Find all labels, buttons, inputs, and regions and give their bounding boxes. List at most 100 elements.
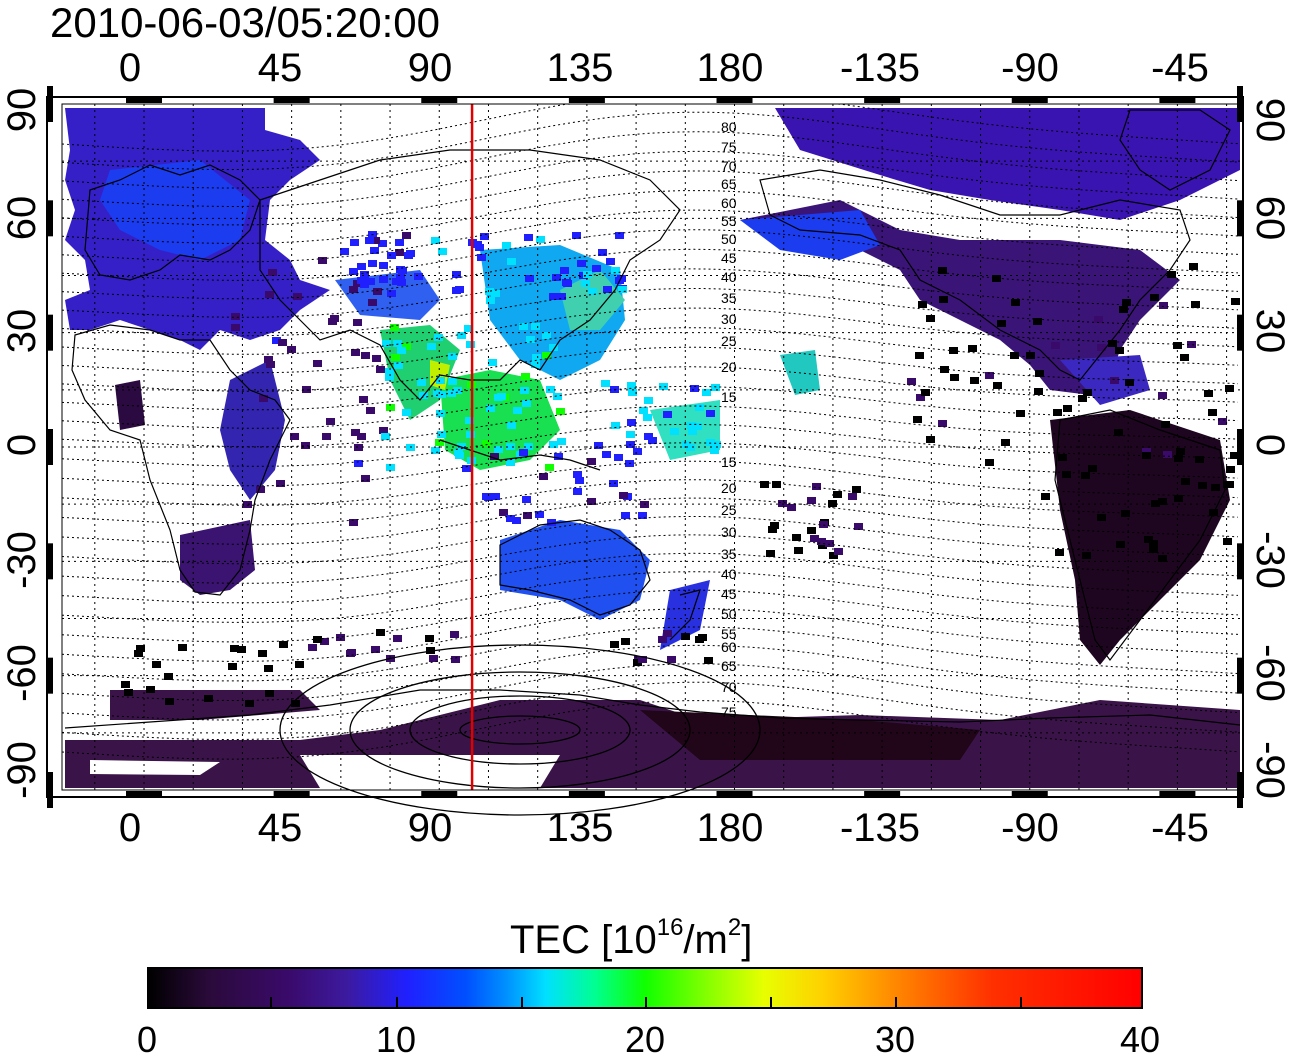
contour-label: 60 — [721, 639, 737, 655]
frame-tick-mark — [1159, 791, 1196, 797]
lon-tick-top: 0 — [118, 46, 142, 90]
frame-tick-mark — [47, 314, 53, 351]
contour-label: 70 — [721, 679, 737, 695]
tec-pixel — [1226, 466, 1235, 473]
tec-pixel — [431, 447, 440, 454]
tec-pixel — [970, 377, 979, 384]
tec-pixel — [993, 382, 1002, 389]
tec-pixel — [386, 404, 395, 411]
tec-pixel — [833, 491, 842, 498]
tec-pixel — [466, 341, 475, 348]
frame-tick-mark — [716, 97, 753, 103]
tec-pixel — [360, 281, 369, 288]
tec-pixel — [302, 386, 311, 393]
tec-pixel — [231, 313, 240, 320]
colorbar-tick-label: 0 — [136, 1019, 158, 1060]
tec-pixel — [812, 483, 821, 490]
tec-pixel — [326, 418, 335, 425]
tec-pixel — [663, 411, 672, 418]
caribbean-tec — [1060, 355, 1150, 405]
tec-pixel — [395, 239, 404, 246]
tec-pixel — [359, 396, 368, 403]
tec-pixel — [520, 387, 529, 394]
tec-pixel — [549, 344, 558, 351]
tec-pixel — [619, 492, 628, 499]
tec-pixel — [609, 480, 618, 487]
tec-pixel — [1097, 344, 1106, 351]
frame-tick-mark — [47, 429, 53, 465]
tec-pixel — [121, 681, 130, 688]
africa-south-tec — [180, 520, 255, 595]
contour-label: 30 — [721, 311, 737, 327]
tec-pixel — [506, 515, 515, 522]
tec-pixel — [457, 332, 466, 339]
tec-pixel — [378, 240, 387, 247]
magnetic-latitude-contour — [61, 423, 1239, 467]
tec-pixel — [760, 481, 769, 488]
tec-pixel — [525, 275, 534, 282]
colorbar-tick-label: 30 — [874, 1019, 916, 1060]
tec-pixel — [557, 438, 566, 445]
tec-pixel — [536, 236, 545, 243]
contour-label: 50 — [721, 606, 737, 622]
contour-label: 40 — [721, 566, 737, 582]
tec-pixel — [507, 422, 516, 429]
tec-pixel — [1174, 495, 1183, 502]
tec-pixel — [1035, 370, 1044, 377]
tec-pixel — [357, 433, 366, 440]
contour-label: 30 — [721, 524, 737, 540]
tec-pixel — [907, 378, 916, 385]
tec-pixel — [313, 360, 322, 367]
tec-pixel — [1223, 538, 1232, 545]
tec-pixel — [601, 380, 610, 387]
tec-pixel — [450, 631, 459, 638]
frame-tick-mark — [1237, 772, 1243, 808]
tec-pixel — [386, 464, 395, 471]
tec-pixel — [706, 410, 715, 417]
tec-pixel — [1159, 302, 1168, 309]
tec-pixel — [368, 299, 377, 306]
tec-pixel — [322, 433, 331, 440]
tec-pixel — [272, 337, 281, 344]
tec-pixel — [293, 293, 302, 300]
tec-pixel — [1149, 546, 1158, 553]
tec-pixel — [152, 661, 161, 668]
tec-pixel — [265, 690, 274, 697]
frame-tick-mark — [1237, 86, 1243, 122]
auroral-contour — [459, 715, 581, 745]
magnetic-latitude-contour — [61, 288, 1239, 337]
tec-pixel — [1161, 421, 1170, 428]
auroral-contour — [409, 695, 631, 765]
tec-pixel — [643, 414, 652, 421]
tec-pixel — [462, 465, 471, 472]
tec-pixel — [702, 389, 711, 396]
tec-pixel — [787, 504, 796, 511]
tec-pixel — [397, 279, 406, 286]
tec-pixel — [485, 288, 494, 295]
magnetic-latitude-contour — [61, 626, 1239, 682]
lon-tick-bottom: 45 — [257, 806, 303, 850]
colorbar-tick-label: 20 — [624, 1019, 666, 1060]
tec-pixel — [1122, 299, 1131, 306]
antarctic-gap — [300, 755, 560, 788]
colorbar-title: TEC [1016/m2] — [510, 914, 753, 962]
tec-pixel — [1110, 377, 1119, 384]
tec-pixel — [402, 343, 411, 350]
tec-pixel — [435, 439, 444, 446]
tec-pixel — [457, 443, 466, 450]
tec-pixel — [792, 534, 801, 541]
tec-pixel — [136, 645, 145, 652]
tec-pixel — [379, 427, 388, 434]
tec-pixel — [1053, 409, 1062, 416]
frame-tick-mark — [568, 791, 605, 797]
tec-pixel — [1055, 549, 1064, 556]
magnetic-latitude-contour — [61, 700, 1239, 760]
tec-pixel — [772, 481, 781, 488]
frame-tick-mark — [47, 772, 53, 808]
tec-pixel — [633, 659, 642, 666]
tec-pixel — [1208, 409, 1217, 416]
tec-pixel — [390, 324, 399, 331]
tec-pixel — [682, 441, 691, 448]
auroral-contours — [279, 644, 761, 816]
tec-pixel — [393, 635, 402, 642]
